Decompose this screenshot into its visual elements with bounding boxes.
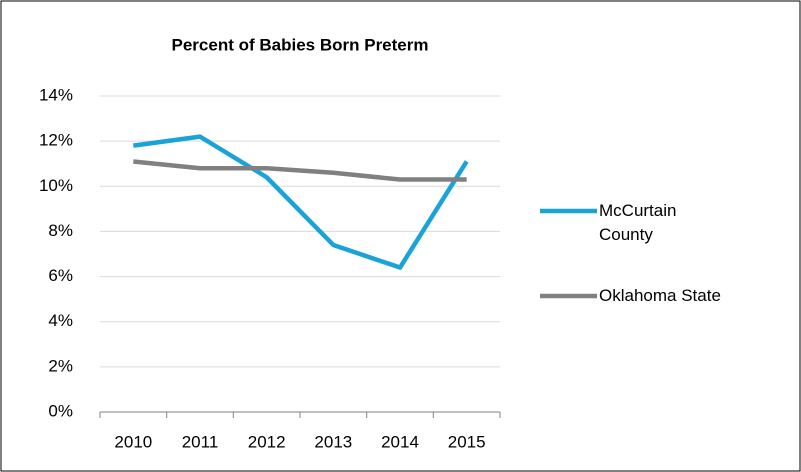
x-tick-label: 2013 [314, 432, 352, 451]
x-tick-label: 2014 [381, 432, 419, 451]
legend-label: Oklahoma State [599, 286, 721, 305]
y-tick-label: 10% [39, 176, 73, 195]
y-tick-label: 6% [48, 266, 73, 285]
series-line [133, 159, 467, 182]
y-tick-label: 12% [39, 131, 73, 150]
y-tick-label: 4% [48, 311, 73, 330]
legend-label: McCurtain County [599, 201, 677, 244]
y-tick-label: 14% [39, 85, 73, 104]
x-tick-label: 2010 [114, 432, 152, 451]
x-tick-label: 2015 [448, 432, 486, 451]
series-line [133, 134, 469, 270]
y-tick-label: 0% [48, 401, 73, 420]
chart-title: Percent of Babies Born Preterm [172, 35, 429, 54]
x-tick-label: 2012 [248, 432, 286, 451]
y-tick-label: 8% [48, 221, 73, 240]
y-tick-label: 2% [48, 356, 73, 375]
x-tick-label: 2011 [182, 432, 219, 451]
